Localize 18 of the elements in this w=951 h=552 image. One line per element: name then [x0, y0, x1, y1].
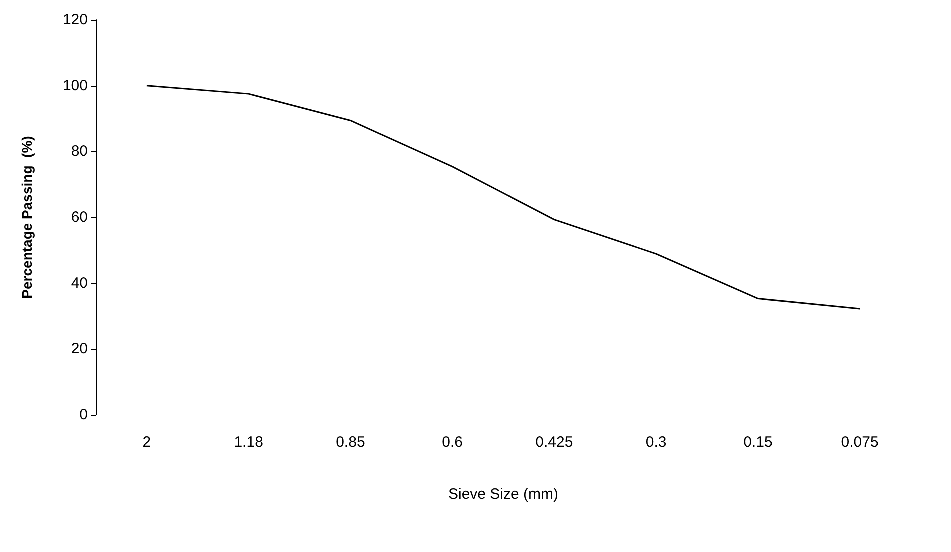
y-tick-label: 120 — [62, 12, 88, 28]
y-tick-label: 100 — [62, 77, 88, 94]
y-tick-label: 40 — [71, 274, 88, 292]
y-axis-title: Percentage Passing (%) — [19, 136, 35, 299]
x-tick-label: 1.18 — [234, 434, 264, 451]
x-tick-label: 0.425 — [536, 434, 574, 451]
y-tick-label: 80 — [71, 143, 88, 160]
x-tick-label: 0.075 — [841, 434, 879, 451]
x-tick-label: 2 — [142, 434, 152, 451]
y-tick-label: 0 — [80, 406, 88, 424]
x-tick-label: 0.85 — [336, 434, 366, 451]
x-tick-label: 0.3 — [646, 434, 667, 451]
line-series — [146, 85, 861, 310]
y-tick-label: 20 — [71, 340, 88, 358]
x-tick-label: 0.6 — [442, 434, 463, 451]
x-tick-label: 0.15 — [744, 434, 773, 451]
y-tick-label: 60 — [71, 209, 88, 226]
x-axis-title: Sieve Size (mm) — [448, 486, 559, 503]
